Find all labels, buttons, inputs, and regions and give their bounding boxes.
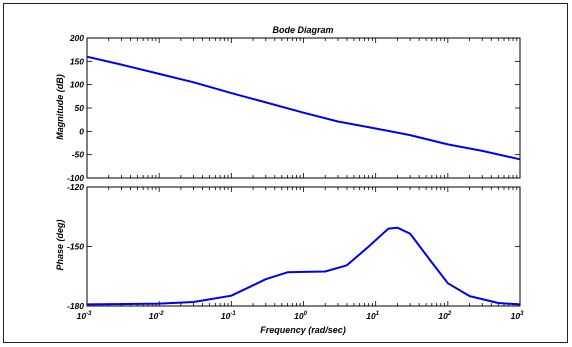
x-tick-base: 10 [149, 311, 159, 321]
phase-axis-label: Phase (deg) [55, 219, 65, 270]
magnitude-y-tick-label: 0 [79, 126, 84, 136]
x-tick-exponent: 1 [376, 311, 380, 317]
x-tick-exponent: -2 [158, 311, 164, 317]
x-tick-label: 103 [511, 311, 524, 321]
magnitude-axis-label: Magnitude (dB) [55, 74, 65, 140]
magnitude-y-tick-label: 50 [75, 103, 85, 113]
x-tick-base: 10 [511, 311, 521, 321]
magnitude-y-tick-label: -100 [67, 173, 84, 183]
magnitude-y-tick-label: -50 [72, 150, 85, 160]
x-tick-exponent: -3 [86, 311, 92, 317]
x-tick-label: 10-2 [149, 311, 164, 321]
x-tick-base: 10 [77, 311, 87, 321]
chart-title: Bode Diagram [272, 25, 333, 35]
phase-y-tick-label: -180 [67, 301, 84, 311]
x-tick-label: 101 [366, 311, 379, 321]
magnitude-y-tick-label: 150 [70, 56, 84, 66]
magnitude-y-tick-label: 200 [69, 33, 84, 43]
phase-series-line [86, 226, 521, 306]
phase-plot-box [86, 186, 521, 307]
x-tick-label: 102 [438, 311, 451, 321]
x-tick-base: 10 [438, 311, 448, 321]
x-tick-base: 10 [294, 311, 304, 321]
phase-y-tick-label: -150 [67, 242, 84, 252]
x-tick-label: 10-1 [221, 311, 236, 321]
x-tick-label: 100 [294, 311, 307, 321]
x-tick-exponent: 2 [447, 311, 452, 317]
magnitude-plot-box [86, 37, 521, 179]
x-tick-base: 10 [366, 311, 376, 321]
x-tick-exponent: 3 [520, 311, 524, 317]
x-tick-label: 10-3 [77, 311, 92, 321]
phase-y-tick-label: -120 [67, 182, 84, 192]
x-tick-base: 10 [221, 311, 231, 321]
magnitude-y-tick-label: 100 [70, 80, 84, 90]
x-tick-exponent: 0 [304, 311, 308, 317]
magnitude-series-line [86, 55, 521, 161]
x-tick-exponent: -1 [230, 311, 236, 317]
x-axis-label: Frequency (rad/sec) [260, 325, 346, 335]
